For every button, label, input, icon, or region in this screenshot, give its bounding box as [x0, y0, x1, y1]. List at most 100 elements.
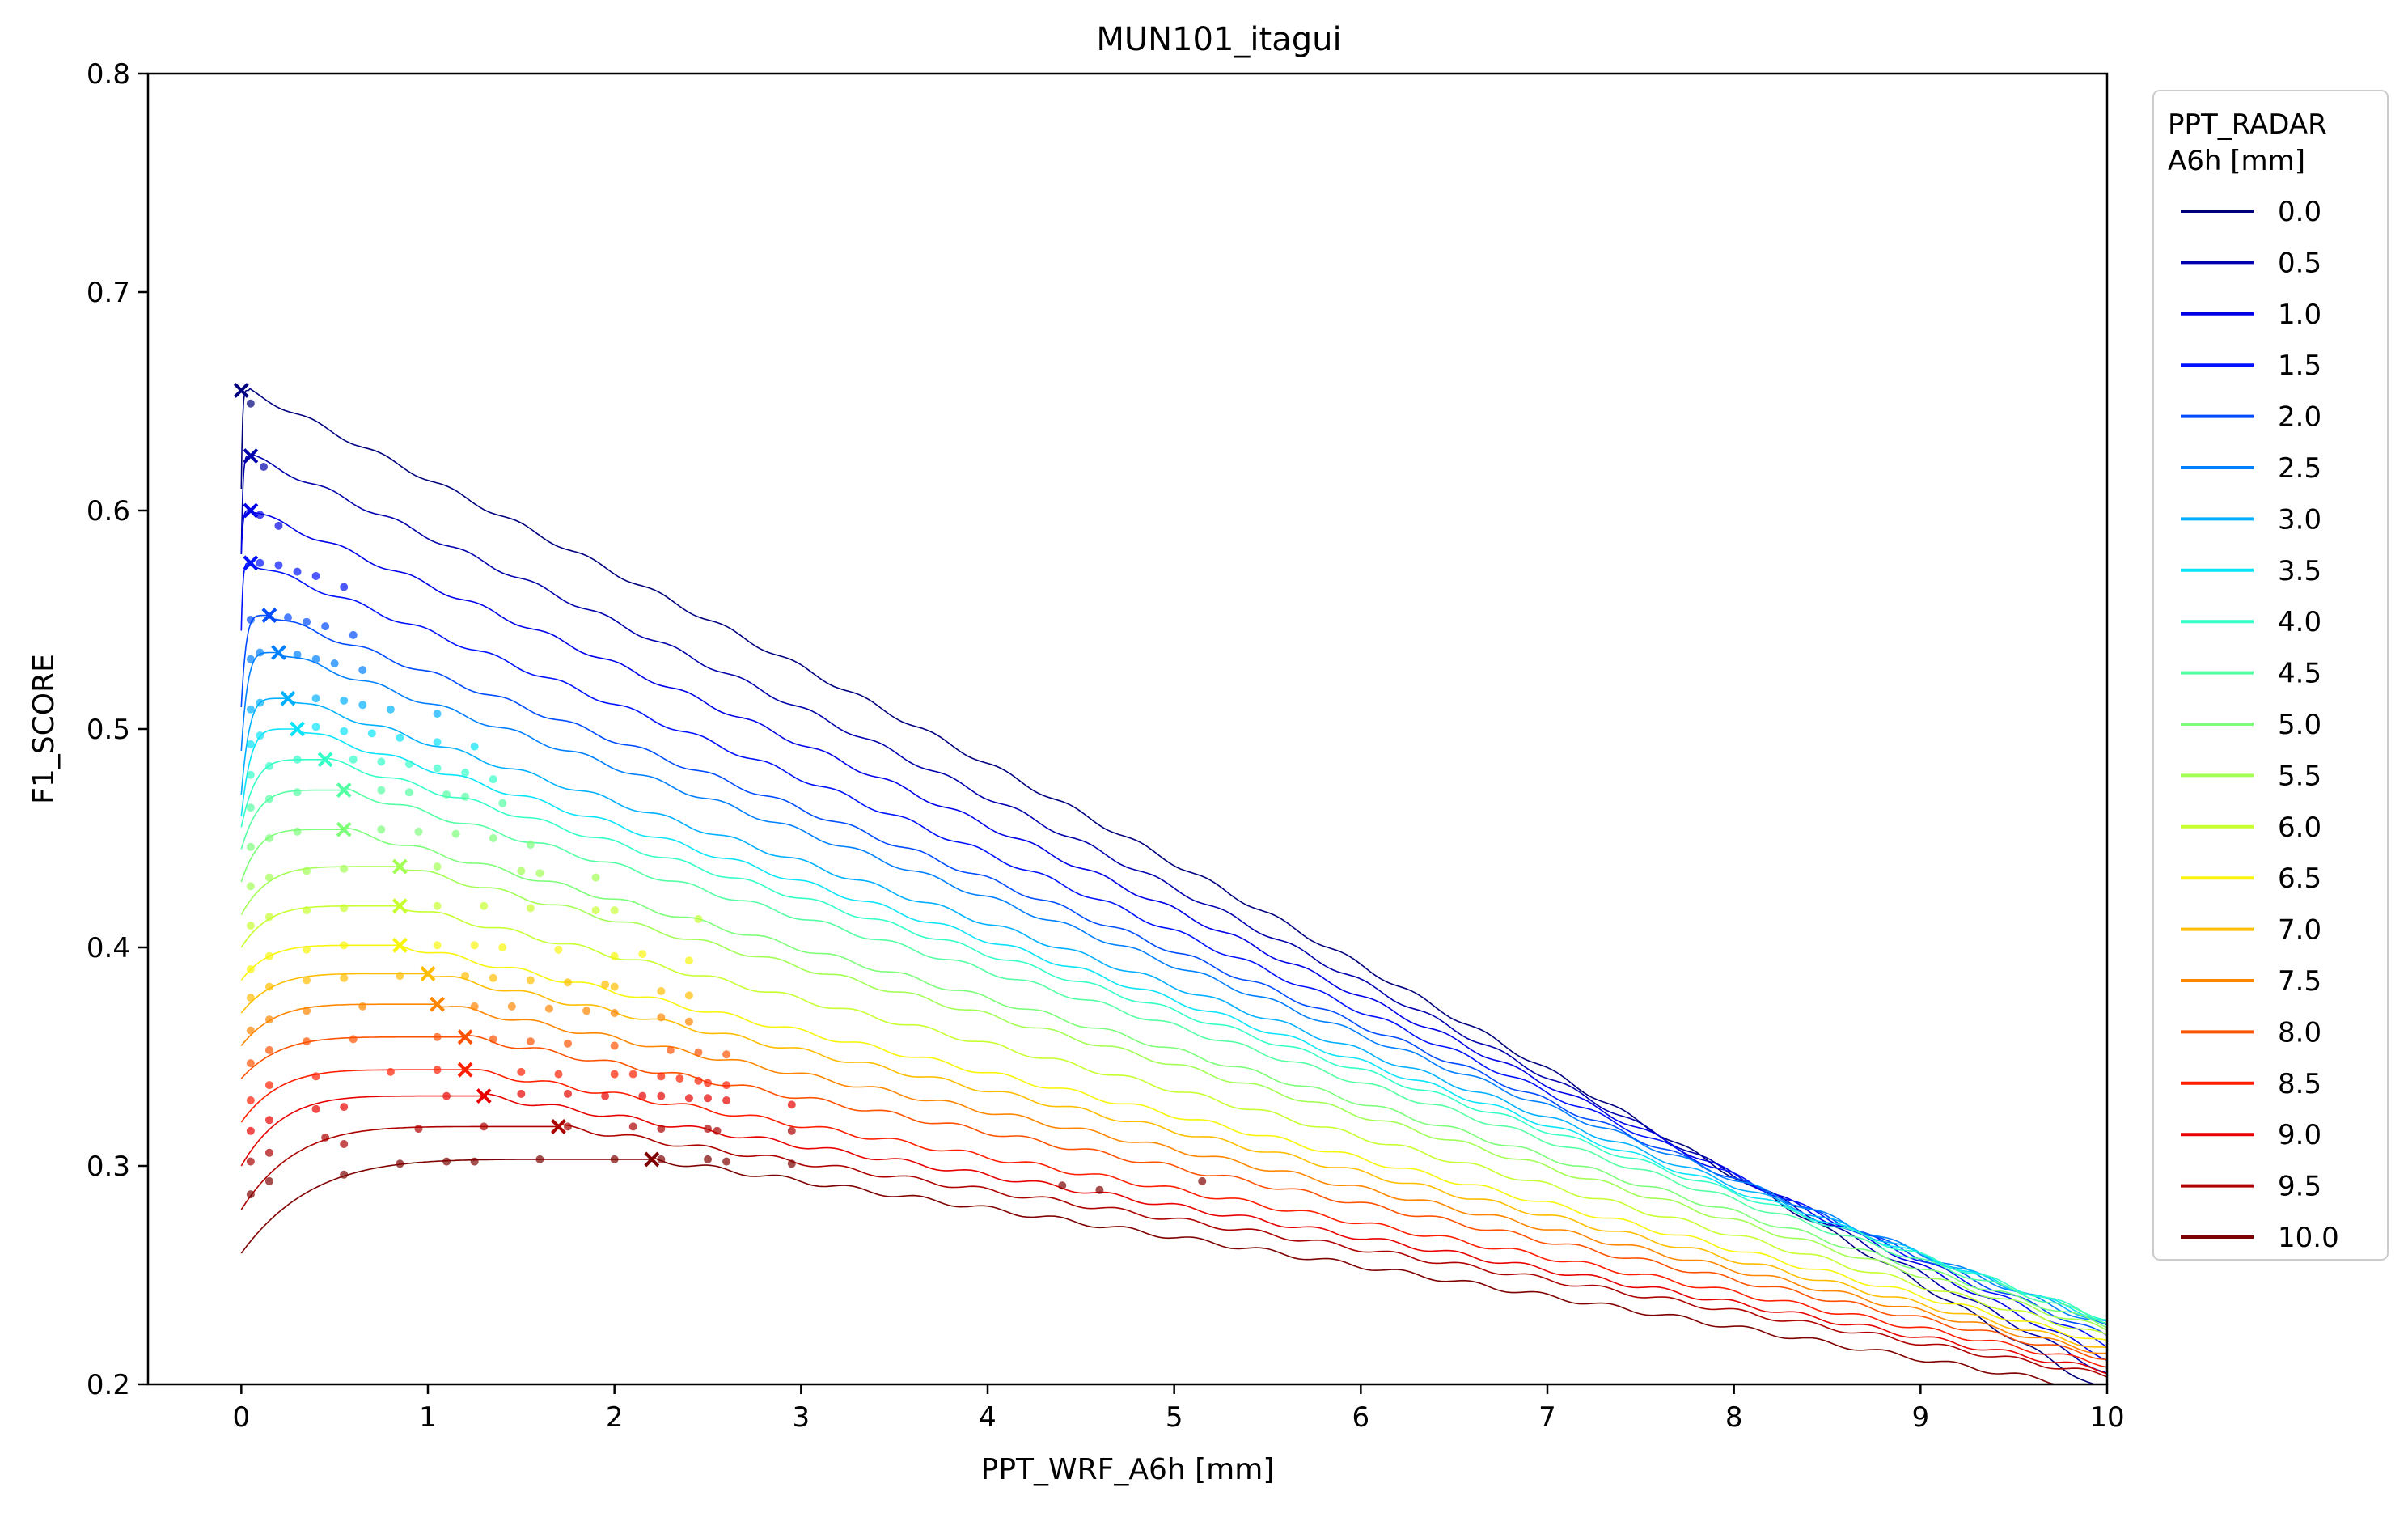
legend-label: 4.5: [2278, 658, 2321, 690]
legend-item: 10.0: [2181, 1222, 2339, 1254]
legend-label: 8.0: [2278, 1016, 2321, 1049]
legend-label: 1.0: [2278, 299, 2321, 331]
series-line: [240, 757, 2107, 1321]
data-point: [489, 1035, 497, 1044]
data-point: [377, 786, 386, 795]
data-point: [638, 1091, 647, 1100]
legend-label: 3.0: [2278, 503, 2321, 536]
data-point: [461, 792, 470, 801]
legend-label: 3.5: [2278, 555, 2321, 587]
data-point: [1058, 1181, 1067, 1190]
legend-frame: [2152, 90, 2389, 1261]
data-point: [628, 1070, 637, 1079]
data-point: [264, 951, 273, 960]
y-axis-label: F1_SCORE: [28, 654, 61, 804]
data-point: [526, 976, 535, 985]
data-point: [246, 1059, 255, 1068]
series-8.5: [240, 1062, 2107, 1368]
data-point: [610, 951, 619, 960]
y-tick-label: 0.2: [87, 1369, 130, 1401]
legend-item: 3.0: [2181, 503, 2321, 536]
series-line: [240, 510, 2107, 1362]
legend-item: 8.5: [2181, 1068, 2321, 1100]
data-point: [675, 1074, 684, 1083]
data-point: [694, 1048, 703, 1057]
best-point-marker: [280, 690, 296, 706]
data-point: [489, 775, 497, 784]
data-point: [340, 696, 349, 705]
data-point: [722, 1157, 731, 1166]
series-10.0: [240, 1151, 2084, 1384]
legend-item: 4.5: [2181, 658, 2321, 690]
data-point: [311, 1104, 320, 1113]
data-point: [564, 1089, 572, 1098]
legend-item: 3.5: [2181, 555, 2321, 587]
legend-label: 9.5: [2278, 1171, 2321, 1203]
data-point: [433, 710, 442, 718]
data-point: [442, 790, 451, 799]
legend-item: 9.0: [2181, 1119, 2321, 1151]
data-point: [414, 1125, 423, 1134]
data-point: [340, 973, 349, 982]
legend-item: 2.0: [2181, 401, 2321, 434]
series-line: [240, 973, 2107, 1349]
legend: PPT_RADAR A6h [mm] 0.0 0.5 1.0 1.5 2.0 2.5 3.0…: [2152, 90, 2389, 1261]
data-point: [311, 694, 320, 703]
x-tick-label: 8: [1725, 1401, 1743, 1434]
data-point: [311, 572, 320, 580]
series-line: [240, 1157, 2084, 1384]
legend-item: 5.5: [2181, 760, 2321, 792]
series-line: [240, 786, 2107, 1324]
data-point: [610, 906, 619, 915]
best-point-marker: [391, 858, 408, 875]
y-tick-label: 0.3: [87, 1151, 130, 1183]
data-point: [396, 733, 404, 742]
data-point: [303, 1037, 311, 1046]
data-point: [554, 945, 563, 954]
data-point: [246, 842, 255, 851]
legend-item: 2.5: [2181, 452, 2321, 485]
data-point: [246, 1096, 255, 1104]
data-point: [684, 1017, 693, 1026]
series-line: [240, 651, 2107, 1326]
data-point: [554, 1070, 563, 1079]
series-0.5: [240, 448, 2107, 1374]
data-point: [517, 1067, 526, 1076]
series-6.5: [240, 937, 2107, 1341]
data-point: [386, 1067, 395, 1076]
y-tick-label: 0.4: [87, 932, 130, 964]
data-point: [256, 731, 264, 740]
data-point: [246, 655, 255, 663]
best-point-marker: [233, 383, 249, 398]
data-point: [404, 760, 413, 769]
legend-label: 9.0: [2278, 1119, 2321, 1151]
data-point: [582, 1007, 591, 1015]
series-6.0: [240, 898, 2107, 1336]
data-point: [264, 761, 273, 770]
data-point: [256, 648, 264, 657]
data-point: [396, 972, 404, 981]
best-point-marker: [457, 1062, 473, 1078]
data-point: [704, 1094, 712, 1103]
data-point: [535, 869, 544, 878]
legend-label: 0.0: [2278, 196, 2321, 228]
data-point: [303, 945, 311, 954]
data-point: [713, 1126, 722, 1135]
data-point: [722, 1096, 731, 1104]
data-point: [657, 987, 666, 995]
series-line: [240, 1124, 2107, 1378]
data-point: [498, 943, 507, 951]
x-tick-label: 3: [793, 1401, 810, 1434]
data-point: [498, 799, 507, 807]
legend-label: 5.0: [2278, 709, 2321, 741]
legend-item: 1.5: [2181, 350, 2321, 382]
best-point-marker: [644, 1151, 660, 1168]
data-point: [461, 972, 470, 981]
series-4.0: [240, 752, 2107, 1321]
data-point: [442, 1157, 451, 1166]
data-point: [526, 1037, 535, 1046]
data-point: [601, 1091, 610, 1100]
series-5.5: [240, 858, 2107, 1331]
series-line: [240, 697, 2107, 1322]
legend-item: 0.0: [2181, 196, 2321, 228]
